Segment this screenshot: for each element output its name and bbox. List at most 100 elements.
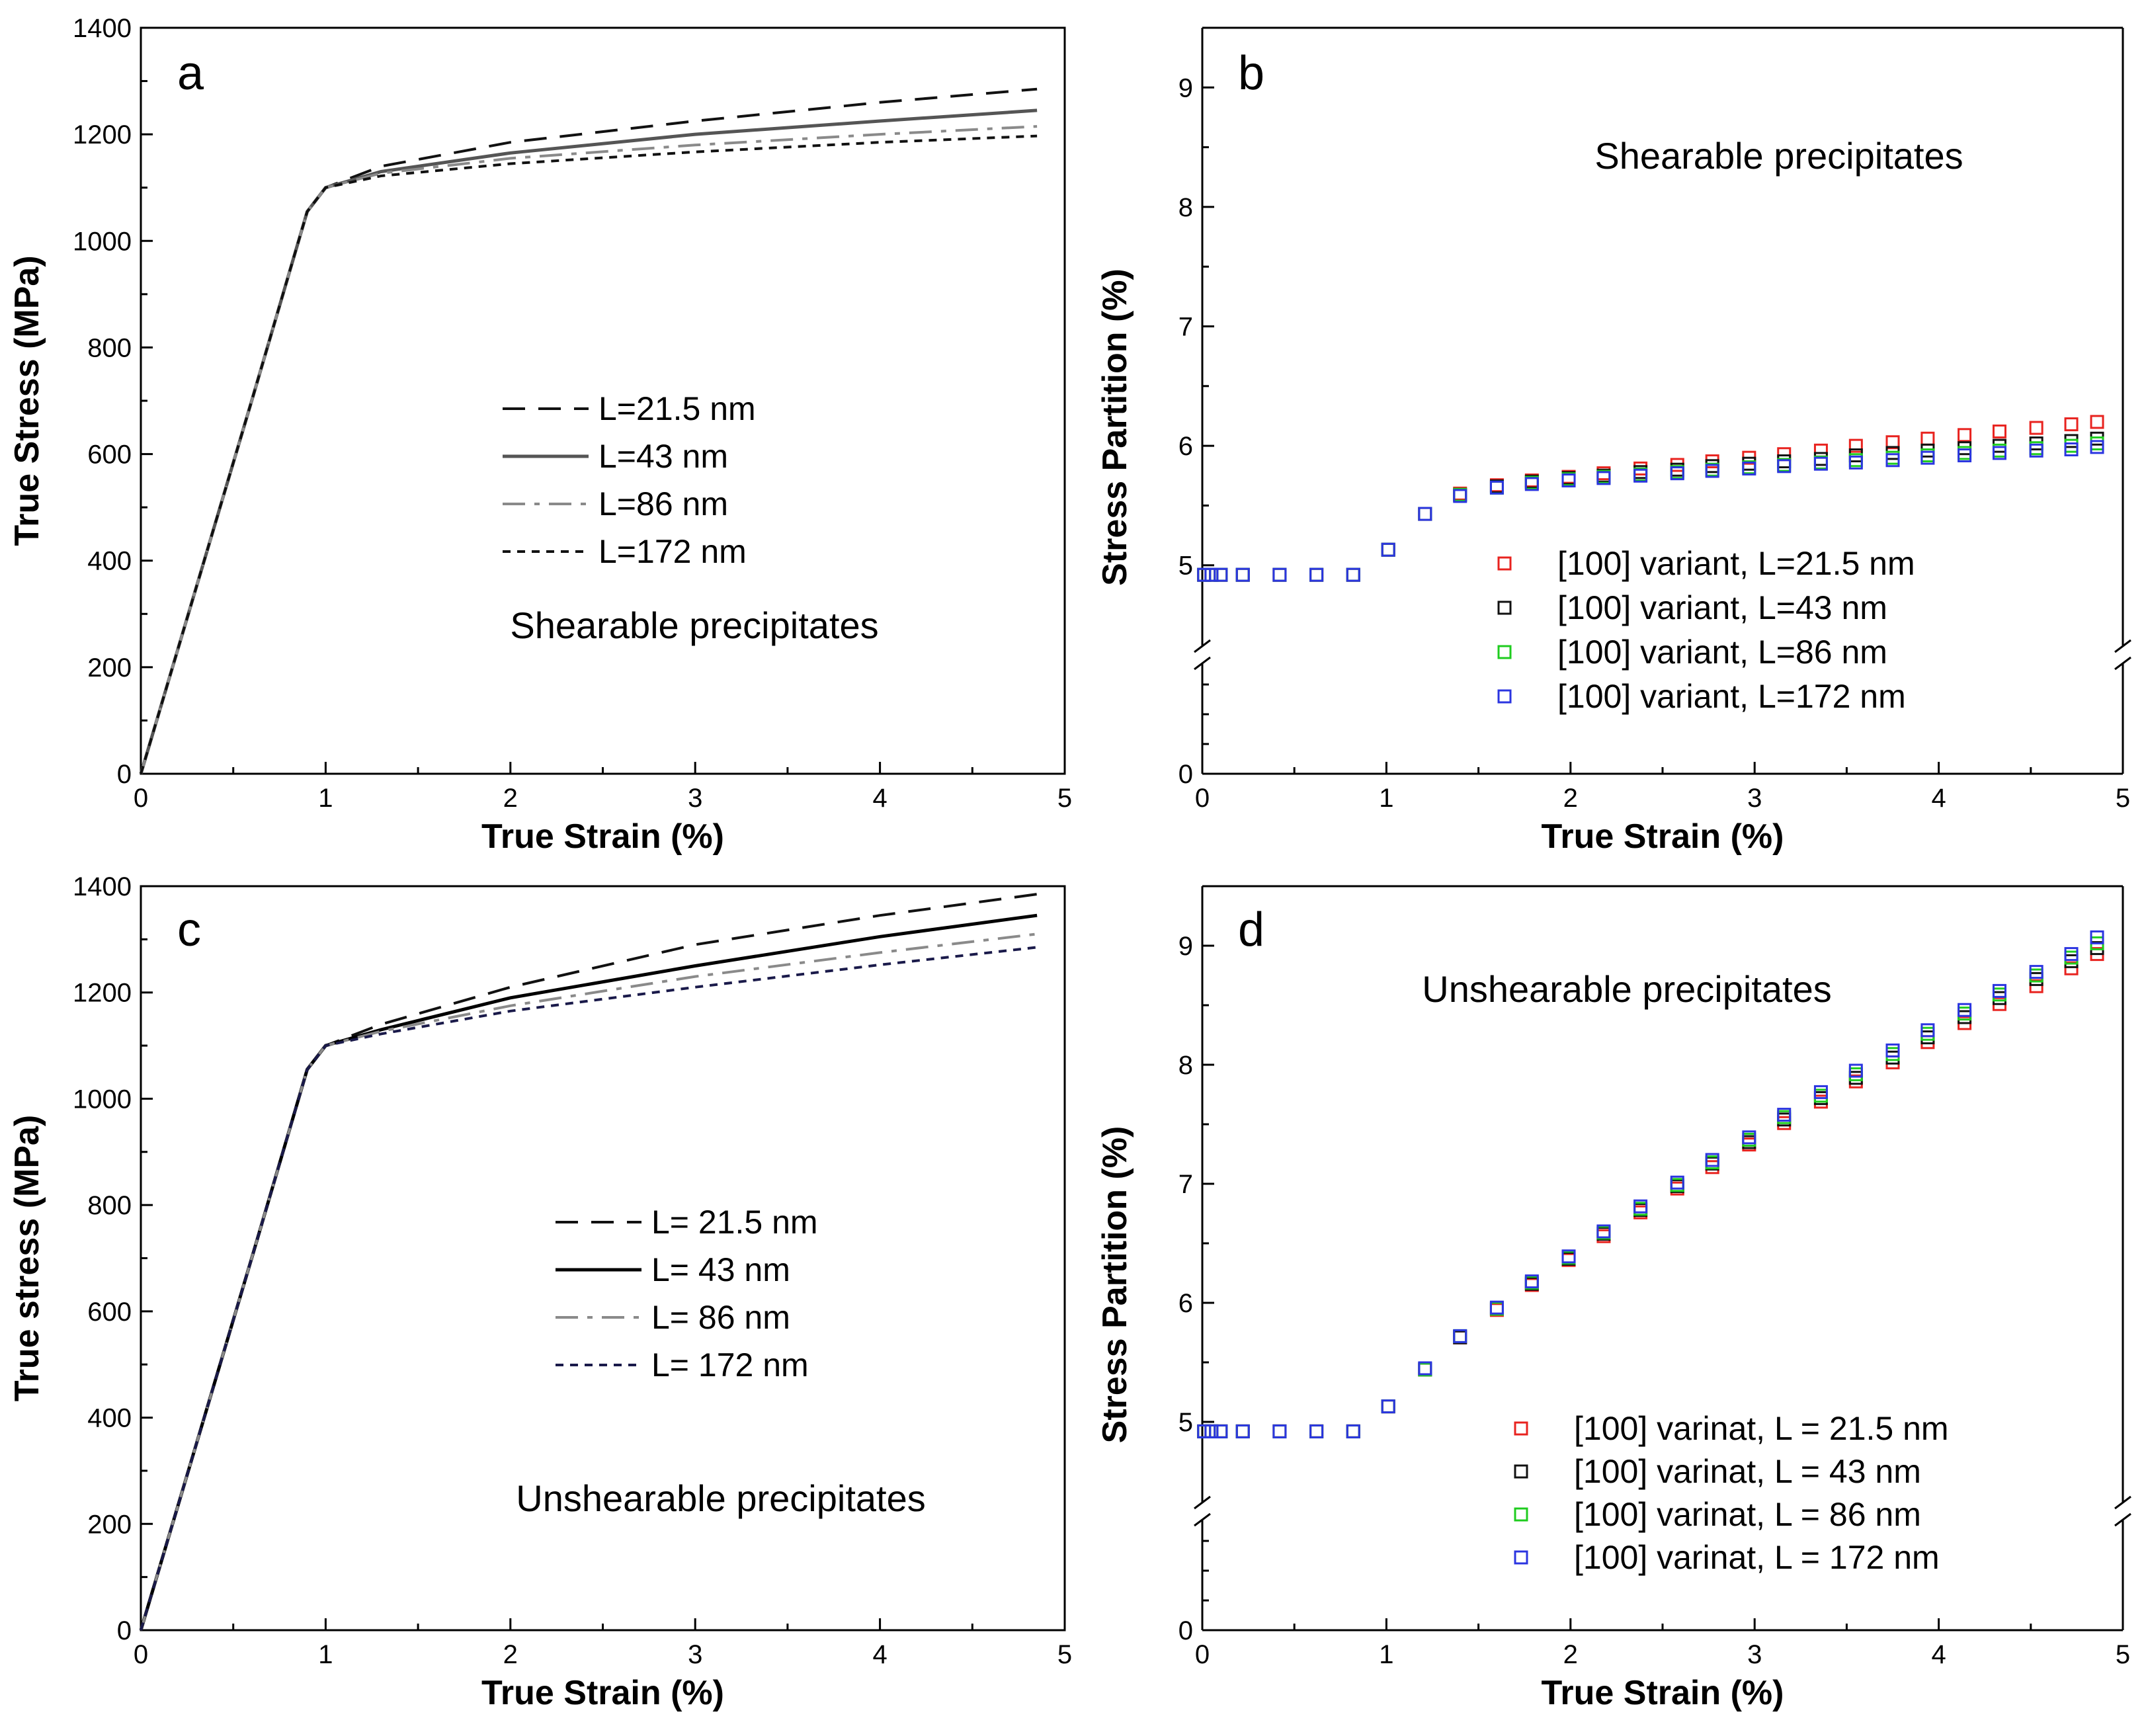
y-tick-label: 200 <box>87 1510 132 1539</box>
data-point <box>1958 448 1972 463</box>
data-point <box>1235 567 1250 582</box>
x-tick-label: 1 <box>1379 784 1393 813</box>
data-point <box>1920 443 1935 458</box>
data-point <box>1920 1035 1935 1050</box>
x-tick-label: 2 <box>1563 1640 1578 1669</box>
data-point <box>2029 421 2043 435</box>
x-axis-title: True Strain (%) <box>1542 1674 1784 1712</box>
data-point <box>1596 471 1611 485</box>
data-point <box>1346 567 1360 582</box>
series-line-2 <box>139 913 1038 1631</box>
data-point <box>1381 542 1395 557</box>
y-tick-label: 800 <box>87 1191 132 1220</box>
data-point <box>1272 1424 1287 1438</box>
axis-break-mark <box>2114 639 2131 653</box>
data-point <box>1920 450 1935 465</box>
panel-letter: a <box>177 47 204 100</box>
data-point <box>1235 567 1250 582</box>
x-tick-label: 2 <box>503 1640 518 1669</box>
legend-label: L=43 nm <box>598 438 728 475</box>
x-axis-title: True Strain (%) <box>481 817 724 856</box>
data-point <box>1204 567 1219 582</box>
series-line-4 <box>140 946 1038 1631</box>
data-point <box>1235 567 1250 582</box>
x-tick-label: 5 <box>1057 784 1072 813</box>
series-line-3 <box>140 932 1038 1631</box>
data-point <box>1197 1424 1212 1438</box>
data-point <box>1309 567 1324 582</box>
data-point <box>1885 435 1900 450</box>
legend-label: L= 86 nm <box>651 1299 790 1336</box>
data-point <box>2064 417 2079 432</box>
data-point <box>1920 431 1935 446</box>
y-axis-title: True stress (MPa) <box>8 1115 46 1402</box>
legend-marker <box>1514 1507 1528 1522</box>
y-tick-label: 6 <box>1178 1289 1193 1318</box>
legend-label: L=21.5 nm <box>598 390 756 427</box>
panel-letter: b <box>1238 47 1264 100</box>
panel-a: 0 1 2 3 4 5 0 200 400 600 800 1000 1200 1400 True Stra… <box>8 14 1072 856</box>
panel-c: 0 1 2 3 4 5 0 200 400 600 800 1000 1200 1400 True Stra… <box>8 872 1072 1712</box>
data-point <box>1309 1424 1324 1438</box>
data-point <box>1777 459 1792 474</box>
data-point <box>1381 542 1395 557</box>
data-point <box>1742 1130 1756 1145</box>
data-point <box>1705 1160 1719 1175</box>
panel-letter: c <box>177 903 201 956</box>
x-tick-label: 3 <box>688 784 702 813</box>
data-point <box>1705 459 1719 474</box>
data-point <box>1272 1424 1287 1438</box>
data-point <box>1633 468 1648 483</box>
legend-marker <box>1514 1550 1528 1565</box>
series-line-1 <box>140 87 1038 774</box>
y-axis-title: Stress Partition (%) <box>1096 269 1134 586</box>
data-point <box>1197 1424 1212 1438</box>
panel-letter: d <box>1238 903 1264 956</box>
x-axis-title: True Strain (%) <box>1542 817 1784 856</box>
data-point <box>1235 1424 1250 1438</box>
y-tick-label: 1400 <box>73 872 132 901</box>
data-point <box>1381 1399 1395 1414</box>
y-tick-label: 5 <box>1178 552 1193 581</box>
legend-marker <box>1497 645 1512 659</box>
data-point <box>1885 1047 1900 1061</box>
data-point <box>1214 1424 1228 1438</box>
legend-label: [100] variant, L=21.5 nm <box>1557 545 1915 582</box>
data-point <box>1524 477 1539 491</box>
data-point <box>1418 507 1432 521</box>
data-point <box>1920 1030 1935 1045</box>
data-point <box>1848 455 1863 470</box>
data-point <box>1813 456 1828 471</box>
y-axis-title: True Stress (MPa) <box>8 255 46 546</box>
data-point <box>1381 1399 1395 1414</box>
y-tick-label: 1200 <box>73 120 132 149</box>
x-tick-label: 5 <box>2116 784 2130 813</box>
data-point <box>1197 1424 1212 1438</box>
legend-marker <box>1497 556 1512 571</box>
y-tick-label: 400 <box>87 547 132 576</box>
data-point <box>1885 453 1900 468</box>
x-tick-label: 4 <box>1931 784 1946 813</box>
y-tick-label: 400 <box>87 1404 132 1433</box>
legend-label: [100] variant, L=172 nm <box>1557 678 1906 715</box>
axis-break-mark <box>1194 656 1211 671</box>
data-point <box>1309 1424 1324 1438</box>
series-line-1 <box>140 893 1038 1631</box>
data-point <box>1848 1071 1863 1085</box>
data-point <box>1346 567 1360 582</box>
legend-marker <box>1514 1464 1528 1479</box>
series-line-3 <box>140 125 1038 774</box>
data-point <box>1670 1175 1684 1190</box>
data-point <box>1309 567 1324 582</box>
data-point <box>2064 442 2079 457</box>
data-point <box>1197 567 1212 582</box>
y-axis-title: Stress Partition (%) <box>1096 1126 1134 1444</box>
data-point <box>2064 947 2079 962</box>
y-tick-label: 8 <box>1178 193 1193 222</box>
legend-label: L= 172 nm <box>651 1346 809 1384</box>
panel-b: 0 1 2 3 4 5 0 5 6 7 8 9 True Strain (%) Stress Partit… <box>1096 26 2131 856</box>
y-tick-label: 200 <box>87 653 132 682</box>
data-point <box>1197 567 1212 582</box>
data-point <box>2064 961 2079 975</box>
